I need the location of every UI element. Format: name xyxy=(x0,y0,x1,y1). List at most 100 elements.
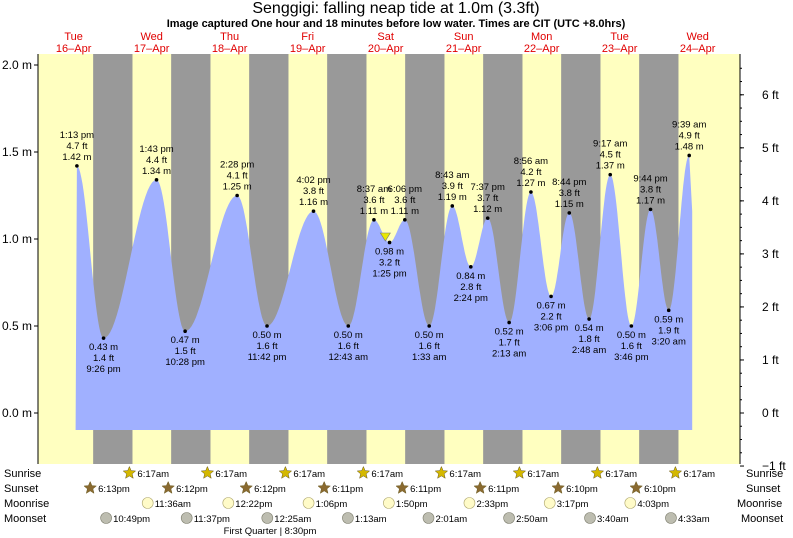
moonset-time: 2:01am xyxy=(436,514,468,525)
tide-label-text: 1.15 m xyxy=(555,199,584,210)
day-name: Fri xyxy=(301,31,314,43)
tide-label-text: 3.6 ft xyxy=(363,195,384,206)
tide-label-text: 1.6 ft xyxy=(419,341,440,352)
tide-point-marker xyxy=(387,240,392,245)
tide-point-marker xyxy=(183,329,187,334)
tide-label-text: 0.67 m xyxy=(537,300,566,311)
sunset-icon xyxy=(317,480,331,494)
day-name: Tue xyxy=(610,31,629,43)
tide-point-marker xyxy=(629,324,634,328)
tide-label-text: 1.42 m xyxy=(62,152,91,163)
tide-label-text: 1.11 m xyxy=(391,206,419,217)
sunrise-time: 6:17am xyxy=(527,469,559,480)
tide-label-text: 4.7 ft xyxy=(66,141,87,152)
tide-label-text: 2:24 pm xyxy=(454,293,488,304)
moonrise-time: 3:17pm xyxy=(557,499,589,510)
sunrise-time: 6:17am xyxy=(371,469,403,480)
tide-label-text: 4.5 ft xyxy=(600,150,621,161)
tide-label-text: 1:33 am xyxy=(412,352,446,363)
moonrise-icon xyxy=(222,497,235,509)
tide-label-text: 1.5 ft xyxy=(175,346,196,357)
tide-label-text: 0.52 m xyxy=(495,327,524,338)
sunset-time: 6:10pm xyxy=(644,484,676,495)
day-name: Mon xyxy=(531,31,552,43)
tide-point-marker xyxy=(587,317,591,321)
moonset-icon xyxy=(422,512,435,524)
tide-label-text: 2:48 am xyxy=(572,345,606,356)
sunset-icon xyxy=(395,480,409,494)
tide-label-text: 3.8 ft xyxy=(640,184,661,195)
tide-label-text: 1.9 ft xyxy=(658,325,679,336)
tide-point-marker xyxy=(529,190,533,194)
tide-label-text: 3:06 pm xyxy=(534,322,568,333)
tide-point-marker xyxy=(403,218,407,222)
tide-label-text: 3.2 ft xyxy=(379,257,400,268)
tide-label-text: 8:44 pm xyxy=(552,177,586,188)
moonset-time: 2:50am xyxy=(516,514,548,525)
tide-label-text: 4.2 ft xyxy=(520,167,541,178)
moonset-icon xyxy=(100,512,112,524)
tide-label-text: 1:43 pm xyxy=(139,144,173,155)
sunset-time: 6:12pm xyxy=(176,484,208,495)
tide-point-marker xyxy=(346,324,351,328)
sunset-icon xyxy=(239,480,253,494)
tide-point-marker xyxy=(648,207,653,212)
day-name: Wed xyxy=(140,31,162,43)
sunset-icon xyxy=(161,480,175,494)
tide-point-marker xyxy=(450,204,455,208)
tide-label-text: 1.27 m xyxy=(516,178,545,189)
tide-point-marker xyxy=(427,324,432,328)
moonrise-icon xyxy=(624,497,637,509)
moonset-icon xyxy=(665,512,677,524)
left-tick-label: 2.0 m xyxy=(2,58,32,72)
moonrise-time: 12:22pm xyxy=(235,499,272,510)
day-date: 17–Apr xyxy=(134,43,170,55)
left-tick-label: 0.0 m xyxy=(2,406,32,420)
day-date: 24–Apr xyxy=(680,43,716,55)
moon-phase-label: First Quarter | 8:30pm xyxy=(224,526,317,537)
tide-label-text: 1:25 pm xyxy=(372,268,406,279)
moonset-time: 1:13am xyxy=(355,514,387,525)
moonset-label-right: Moonset xyxy=(741,513,783,525)
moonset-time: 4:33am xyxy=(678,514,710,525)
tide-label-text: 0.84 m xyxy=(456,271,485,282)
tide-point-marker xyxy=(507,320,511,325)
moonset-icon xyxy=(342,512,354,524)
day-date: 20–Apr xyxy=(368,43,404,55)
moonrise-time: 1:06pm xyxy=(316,499,348,510)
tide-label-text: 7:37 pm xyxy=(471,182,505,193)
tide-label-text: 3.8 ft xyxy=(559,188,580,199)
tide-label-text: 8:37 am xyxy=(357,184,391,195)
tide-label-text: 1.37 m xyxy=(596,161,625,172)
sunrise-icon xyxy=(122,465,137,479)
tide-label-text: 0.43 m xyxy=(89,342,118,353)
tide-label-text: 1.11 m xyxy=(360,206,388,217)
moonset-time: 12:25am xyxy=(274,514,311,525)
moonrise-time: 4:03pm xyxy=(637,499,669,510)
tide-label-text: 1.6 ft xyxy=(256,341,277,352)
moonset-icon xyxy=(503,512,515,524)
right-tick-label: 3 ft xyxy=(762,247,779,261)
tide-label-text: 3.6 ft xyxy=(394,195,415,206)
sunrise-time: 6:17am xyxy=(293,469,325,480)
tide-label-text: 2.2 ft xyxy=(541,311,562,322)
moonrise-time: 11:36am xyxy=(155,499,191,510)
left-tick-label: 0.5 m xyxy=(2,319,32,333)
right-tick-label: 2 ft xyxy=(762,300,779,314)
moonset-time: 11:37pm xyxy=(194,514,230,525)
tide-label-text: 1.6 ft xyxy=(621,341,642,352)
tide-label-text: 9:39 am xyxy=(672,119,706,130)
sunrise-time: 6:17am xyxy=(449,469,481,480)
moonrise-icon xyxy=(543,497,556,509)
tide-label-text: 1.7 ft xyxy=(499,338,520,349)
tide-label-text: 1.19 m xyxy=(438,192,467,203)
day-name: Sat xyxy=(377,31,394,43)
moonset-label-left: Moonset xyxy=(4,513,46,525)
sunrise-icon xyxy=(434,465,449,479)
tide-point-marker xyxy=(372,218,376,222)
tide-label-text: 1.12 m xyxy=(473,204,502,215)
left-tick-label: 1.0 m xyxy=(2,232,32,246)
sunset-label-right: Sunset xyxy=(746,483,780,495)
sunset-time: 6:12pm xyxy=(254,484,286,495)
sunset-time: 6:13pm xyxy=(98,484,130,495)
